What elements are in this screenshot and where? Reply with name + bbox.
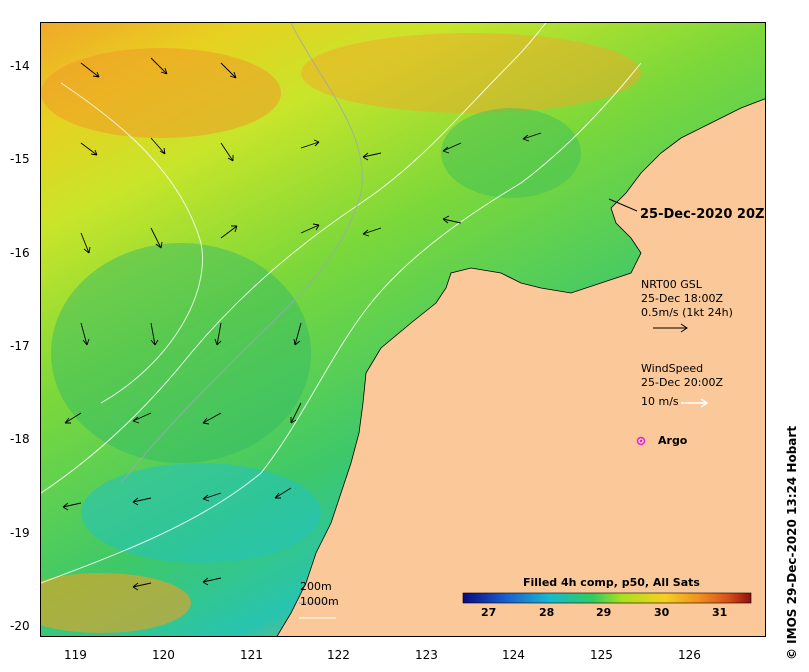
gsl-scale-arrow bbox=[653, 323, 688, 333]
bathymetry-contour bbox=[120, 23, 363, 484]
colorbar-gradient bbox=[462, 592, 752, 604]
y-tick: -14 bbox=[10, 59, 30, 73]
x-tick: 120 bbox=[152, 648, 175, 662]
warm-patch bbox=[41, 573, 191, 633]
warm-patch bbox=[41, 48, 281, 138]
warm-patch bbox=[301, 33, 641, 113]
current-arrows bbox=[62, 57, 542, 591]
x-tick: 121 bbox=[240, 648, 263, 662]
argo-marker bbox=[636, 436, 646, 446]
y-tick: -17 bbox=[10, 339, 30, 353]
y-tick: -15 bbox=[10, 152, 30, 166]
x-tick: 126 bbox=[678, 648, 701, 662]
x-tick: 122 bbox=[327, 648, 350, 662]
bathymetry-contour bbox=[41, 62, 642, 584]
gsl-time: 25-Dec 18:00Z bbox=[641, 292, 723, 305]
x-tick: 125 bbox=[590, 648, 613, 662]
y-tick: -18 bbox=[10, 432, 30, 446]
contour-label-200: 200m bbox=[300, 580, 332, 593]
credit-label: © IMOS 29-Dec-2020 13:24 Hobart bbox=[785, 425, 799, 660]
land-mass bbox=[446, 303, 521, 398]
y-tick: -19 bbox=[10, 526, 30, 540]
colorbar-title: Filled 4h comp, p50, All Sats bbox=[523, 576, 700, 589]
argo-label: Argo bbox=[658, 434, 688, 447]
sst-map bbox=[41, 23, 765, 636]
colorbar-tick: 31 bbox=[712, 606, 728, 619]
date-label: 25-Dec-2020 20Z bbox=[640, 207, 765, 222]
map-frame: 25-Dec-2020 20Z NRT00 GSL 25-Dec 18:00Z … bbox=[40, 22, 766, 637]
land-mass bbox=[277, 98, 765, 636]
x-tick: 123 bbox=[415, 648, 438, 662]
y-tick: -20 bbox=[10, 619, 30, 633]
colorbar-tick: 27 bbox=[481, 606, 497, 619]
wind-scale: 10 m/s bbox=[641, 395, 679, 408]
wind-time: 25-Dec 20:00Z bbox=[641, 376, 723, 389]
wind-scale-arrow bbox=[681, 398, 709, 408]
bathymetry-contour bbox=[60, 82, 203, 404]
gsl-title: NRT00 GSL bbox=[641, 278, 702, 291]
cool-patch bbox=[441, 108, 581, 198]
colorbar-tick: 29 bbox=[596, 606, 612, 619]
colorbar-tick: 30 bbox=[654, 606, 670, 619]
x-tick: 124 bbox=[502, 648, 525, 662]
cool-patch bbox=[81, 463, 321, 563]
coastline bbox=[276, 98, 765, 636]
date-pointer bbox=[608, 198, 638, 212]
y-tick: -16 bbox=[10, 246, 30, 260]
x-tick: 119 bbox=[64, 648, 87, 662]
gsl-scale: 0.5m/s (1kt 24h) bbox=[641, 306, 733, 319]
colorbar-tick: 28 bbox=[539, 606, 555, 619]
cool-patch bbox=[51, 243, 311, 463]
bathymetry-contour bbox=[41, 23, 547, 494]
wind-title: WindSpeed bbox=[641, 362, 704, 375]
contour-label-1000: 1000m bbox=[300, 595, 339, 608]
